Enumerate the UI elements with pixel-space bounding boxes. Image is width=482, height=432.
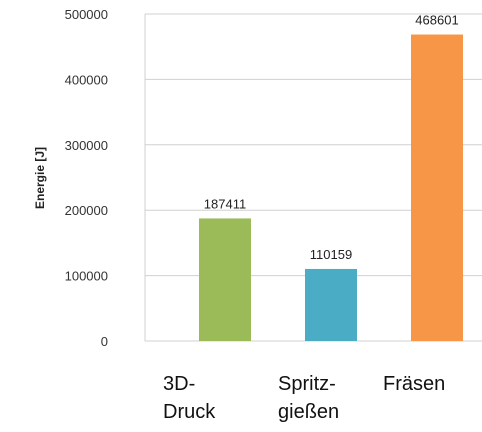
bar bbox=[411, 34, 463, 342]
category-label: 3D-Druck bbox=[163, 373, 216, 423]
data-label: 110159 bbox=[310, 247, 352, 262]
y-tick-label: 200000 bbox=[65, 203, 108, 218]
y-axis-ticks: 0 100000 200000 300000 400000 500000 bbox=[65, 7, 108, 349]
x-axis-categories: 3D-Druck Spritz-gießen Fräsen bbox=[163, 373, 445, 423]
data-label: 468601 bbox=[415, 13, 458, 28]
bars bbox=[199, 34, 463, 342]
y-axis-label: Energie [J] bbox=[33, 147, 47, 209]
y-tick-label: 100000 bbox=[65, 269, 108, 284]
data-label: 187411 bbox=[204, 196, 246, 211]
bar bbox=[305, 268, 357, 341]
y-tick-label: 500000 bbox=[65, 7, 108, 22]
y-tick-label: 0 bbox=[101, 334, 108, 349]
bar bbox=[199, 218, 251, 341]
category-label: Fräsen bbox=[383, 373, 445, 395]
data-labels: 187411 110159 468601 bbox=[204, 13, 459, 262]
y-tick-label: 400000 bbox=[65, 72, 108, 87]
category-label: Spritz-gießen bbox=[278, 373, 339, 423]
y-tick-label: 300000 bbox=[65, 138, 108, 153]
